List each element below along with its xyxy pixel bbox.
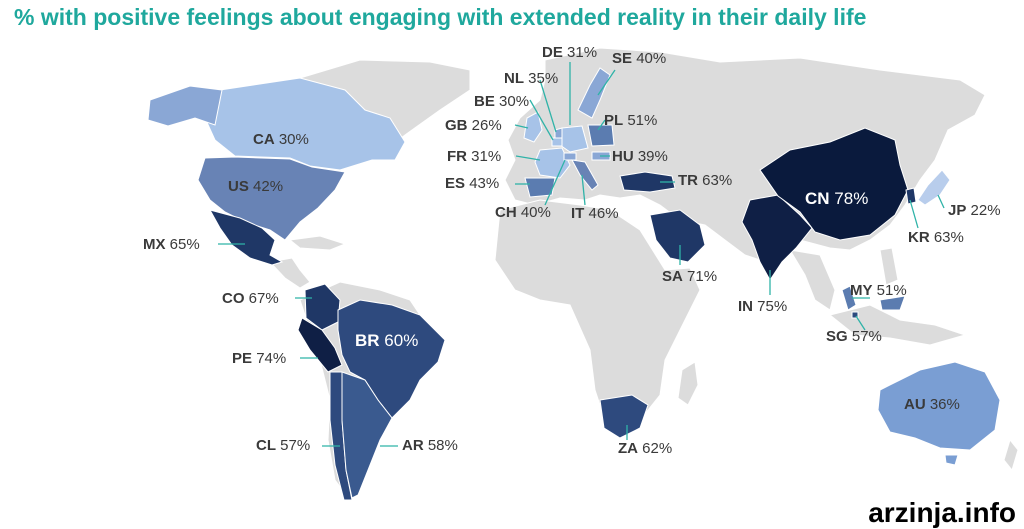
leader-se <box>597 69 616 96</box>
country-au-shape[interactable] <box>877 361 1001 451</box>
label-ca: CA 30% <box>253 131 309 148</box>
country-cn-shape[interactable] <box>759 127 909 241</box>
watermark: arzinja.info <box>868 497 1016 528</box>
label-in: IN 75% <box>738 298 788 315</box>
country-sa-shape[interactable] <box>649 209 706 263</box>
label-kr: KR 63% <box>908 229 964 246</box>
leader-pl <box>597 119 606 131</box>
country-ar-shape[interactable] <box>341 371 393 499</box>
country-nl-shape[interactable] <box>554 127 563 139</box>
country-my-east-shape <box>879 295 906 311</box>
label-be: BE 30% <box>474 93 530 110</box>
label-hu: HU 39% <box>612 148 668 165</box>
country-pe-shape[interactable] <box>297 317 343 373</box>
madagascar-shape <box>677 361 699 406</box>
label-jp: JP 22% <box>948 202 1001 219</box>
country-ca-shape[interactable] <box>204 77 406 171</box>
country-tr-shape[interactable] <box>619 171 676 193</box>
label-sa: SA 71% <box>662 268 718 285</box>
africa-shape <box>494 199 701 436</box>
indonesia-shape <box>828 304 967 346</box>
label-br: BR 60% <box>355 331 419 350</box>
leader-kr <box>909 199 919 229</box>
label-mx: MX 65% <box>143 236 200 253</box>
alaska-shape <box>147 85 223 127</box>
country-in-shape[interactable] <box>741 194 813 281</box>
leader-be <box>529 99 554 141</box>
country-fr-shape[interactable] <box>534 147 571 179</box>
label-za: ZA 62% <box>618 440 673 457</box>
country-kr-shape[interactable] <box>905 187 917 205</box>
label-cl: CL 57% <box>256 437 311 454</box>
new-zealand-shape <box>1003 438 1019 472</box>
country-mx-shape[interactable] <box>208 209 284 266</box>
label-ar: AR 58% <box>402 437 458 454</box>
country-za-shape[interactable] <box>599 394 649 439</box>
leader-jp <box>937 194 945 209</box>
leader-fr <box>515 155 541 161</box>
country-br-shape[interactable] <box>337 299 446 419</box>
label-es: ES 43% <box>445 175 500 192</box>
country-be-shape[interactable] <box>551 137 563 147</box>
label-fr: FR 31% <box>447 148 502 165</box>
tasmania-shape <box>944 454 959 466</box>
label-ch: CH 40% <box>495 204 551 221</box>
country-es-shape[interactable] <box>524 177 556 198</box>
country-us-shape[interactable] <box>197 156 346 241</box>
central-america-shape <box>269 257 311 289</box>
country-ch-shape[interactable] <box>563 152 577 161</box>
leader-it <box>581 174 586 206</box>
label-se: SE 40% <box>612 50 667 67</box>
label-tr: TR 63% <box>678 172 733 189</box>
label-sg: SG 57% <box>826 328 882 345</box>
label-my: MY 51% <box>850 282 907 299</box>
label-nl: NL 35% <box>504 70 559 87</box>
label-co: CO 67% <box>222 290 279 307</box>
country-it-shape[interactable] <box>571 159 599 191</box>
label-us: US 42% <box>228 178 284 195</box>
country-jp-shape[interactable] <box>917 169 951 206</box>
label-it: IT 46% <box>571 205 619 222</box>
southeast-asia-shape <box>789 249 836 311</box>
map-title: % with positive feelings about engaging … <box>14 4 867 30</box>
leader-nl <box>539 79 557 133</box>
leader-gb <box>514 124 529 129</box>
leader-ch <box>544 159 566 206</box>
label-au: AU 36% <box>904 396 960 413</box>
philippines-shape <box>879 247 899 286</box>
country-se-shape[interactable] <box>577 67 611 119</box>
country-gb-shape[interactable] <box>523 111 543 143</box>
label-pl: PL 51% <box>604 112 658 129</box>
label-pe: PE 74% <box>232 350 287 367</box>
caribbean-shape <box>288 235 347 251</box>
label-de: DE 31% <box>542 44 598 61</box>
leader-sg <box>855 315 866 331</box>
country-my-shape[interactable] <box>841 285 857 311</box>
label-gb: GB 26% <box>445 117 502 134</box>
label-cn: CN 78% <box>805 189 869 208</box>
country-pl-shape[interactable] <box>587 124 615 147</box>
